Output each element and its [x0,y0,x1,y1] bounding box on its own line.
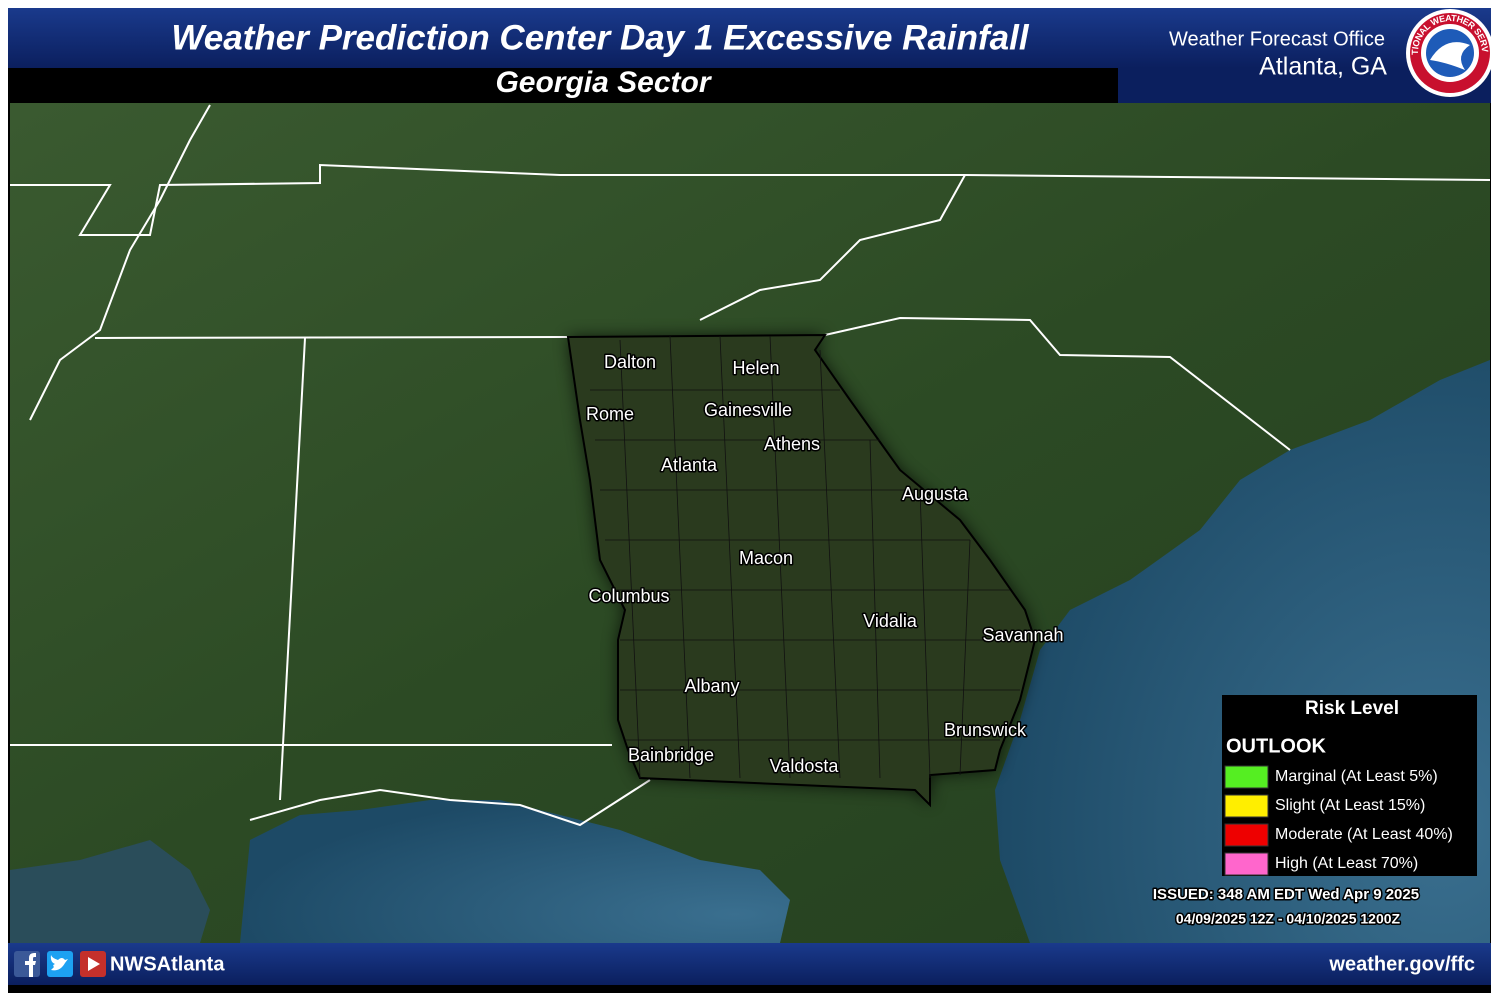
city-label: Augusta [902,484,969,504]
facebook-glyph [25,953,36,977]
youtube-glyph [88,957,100,971]
city-label: Gainesville [704,400,792,420]
office: Weather Forecast Office [1169,28,1385,50]
city-label: Helen [732,358,779,378]
title: Weather Prediction Center Day 1 Excessiv… [171,18,1029,57]
legend-swatch [1224,852,1269,876]
city-label: Savannah [982,625,1063,645]
header-bar [8,8,1491,68]
legend-title: Risk Level [1305,698,1399,719]
gulf [240,800,790,943]
legend-swatch [1224,823,1269,847]
delta-water [10,840,210,943]
twitter-glyph [50,955,68,971]
legend-swatch [1224,765,1269,789]
legend-label: High (At Least 70%) [1275,855,1418,872]
city-label: Brunswick [944,720,1027,740]
subtitle: Georgia Sector [495,66,712,99]
georgia [566,333,1037,808]
issued: ISSUED: 348 AM EDT Wed Apr 9 2025 [1153,886,1419,903]
legend-label: Moderate (At Least 40%) [1275,826,1453,843]
legend-label: Marginal (At Least 5%) [1275,768,1438,785]
city-label: Atlanta [661,455,718,475]
city-label: Athens [764,434,820,454]
legend-section: OUTLOOK [1226,735,1327,757]
social-handle[interactable]: NWSAtlanta [110,953,225,975]
social-icons [14,951,106,977]
city-label: Vidalia [863,611,918,631]
location: Atlanta, GA [1259,53,1387,81]
city-label: Dalton [604,352,656,372]
legend-swatch [1224,794,1269,818]
city-label: Bainbridge [628,745,714,765]
legend: Risk Level OUTLOOK Marginal (At Least 5%… [1222,695,1477,876]
city-label: Macon [739,548,793,568]
subtitle-bar [8,68,1118,103]
logo-mark [1430,42,1470,70]
legend-label: Slight (At Least 15%) [1275,797,1425,814]
website[interactable]: weather.gov/ffc [1328,953,1475,975]
city-label: Albany [684,676,739,696]
county-lines [590,335,1030,779]
footer-bar [8,943,1491,985]
valid-period: 04/09/2025 12Z - 04/10/2025 1200Z [1176,911,1401,927]
state-borders [10,104,1491,827]
cities: Dalton Helen Rome Gainesville Athens Atlanta A… [584,350,1065,777]
city-label: Valdosta [770,756,840,776]
city-label: Rome [586,404,634,424]
city-label: Columbus [588,586,669,606]
